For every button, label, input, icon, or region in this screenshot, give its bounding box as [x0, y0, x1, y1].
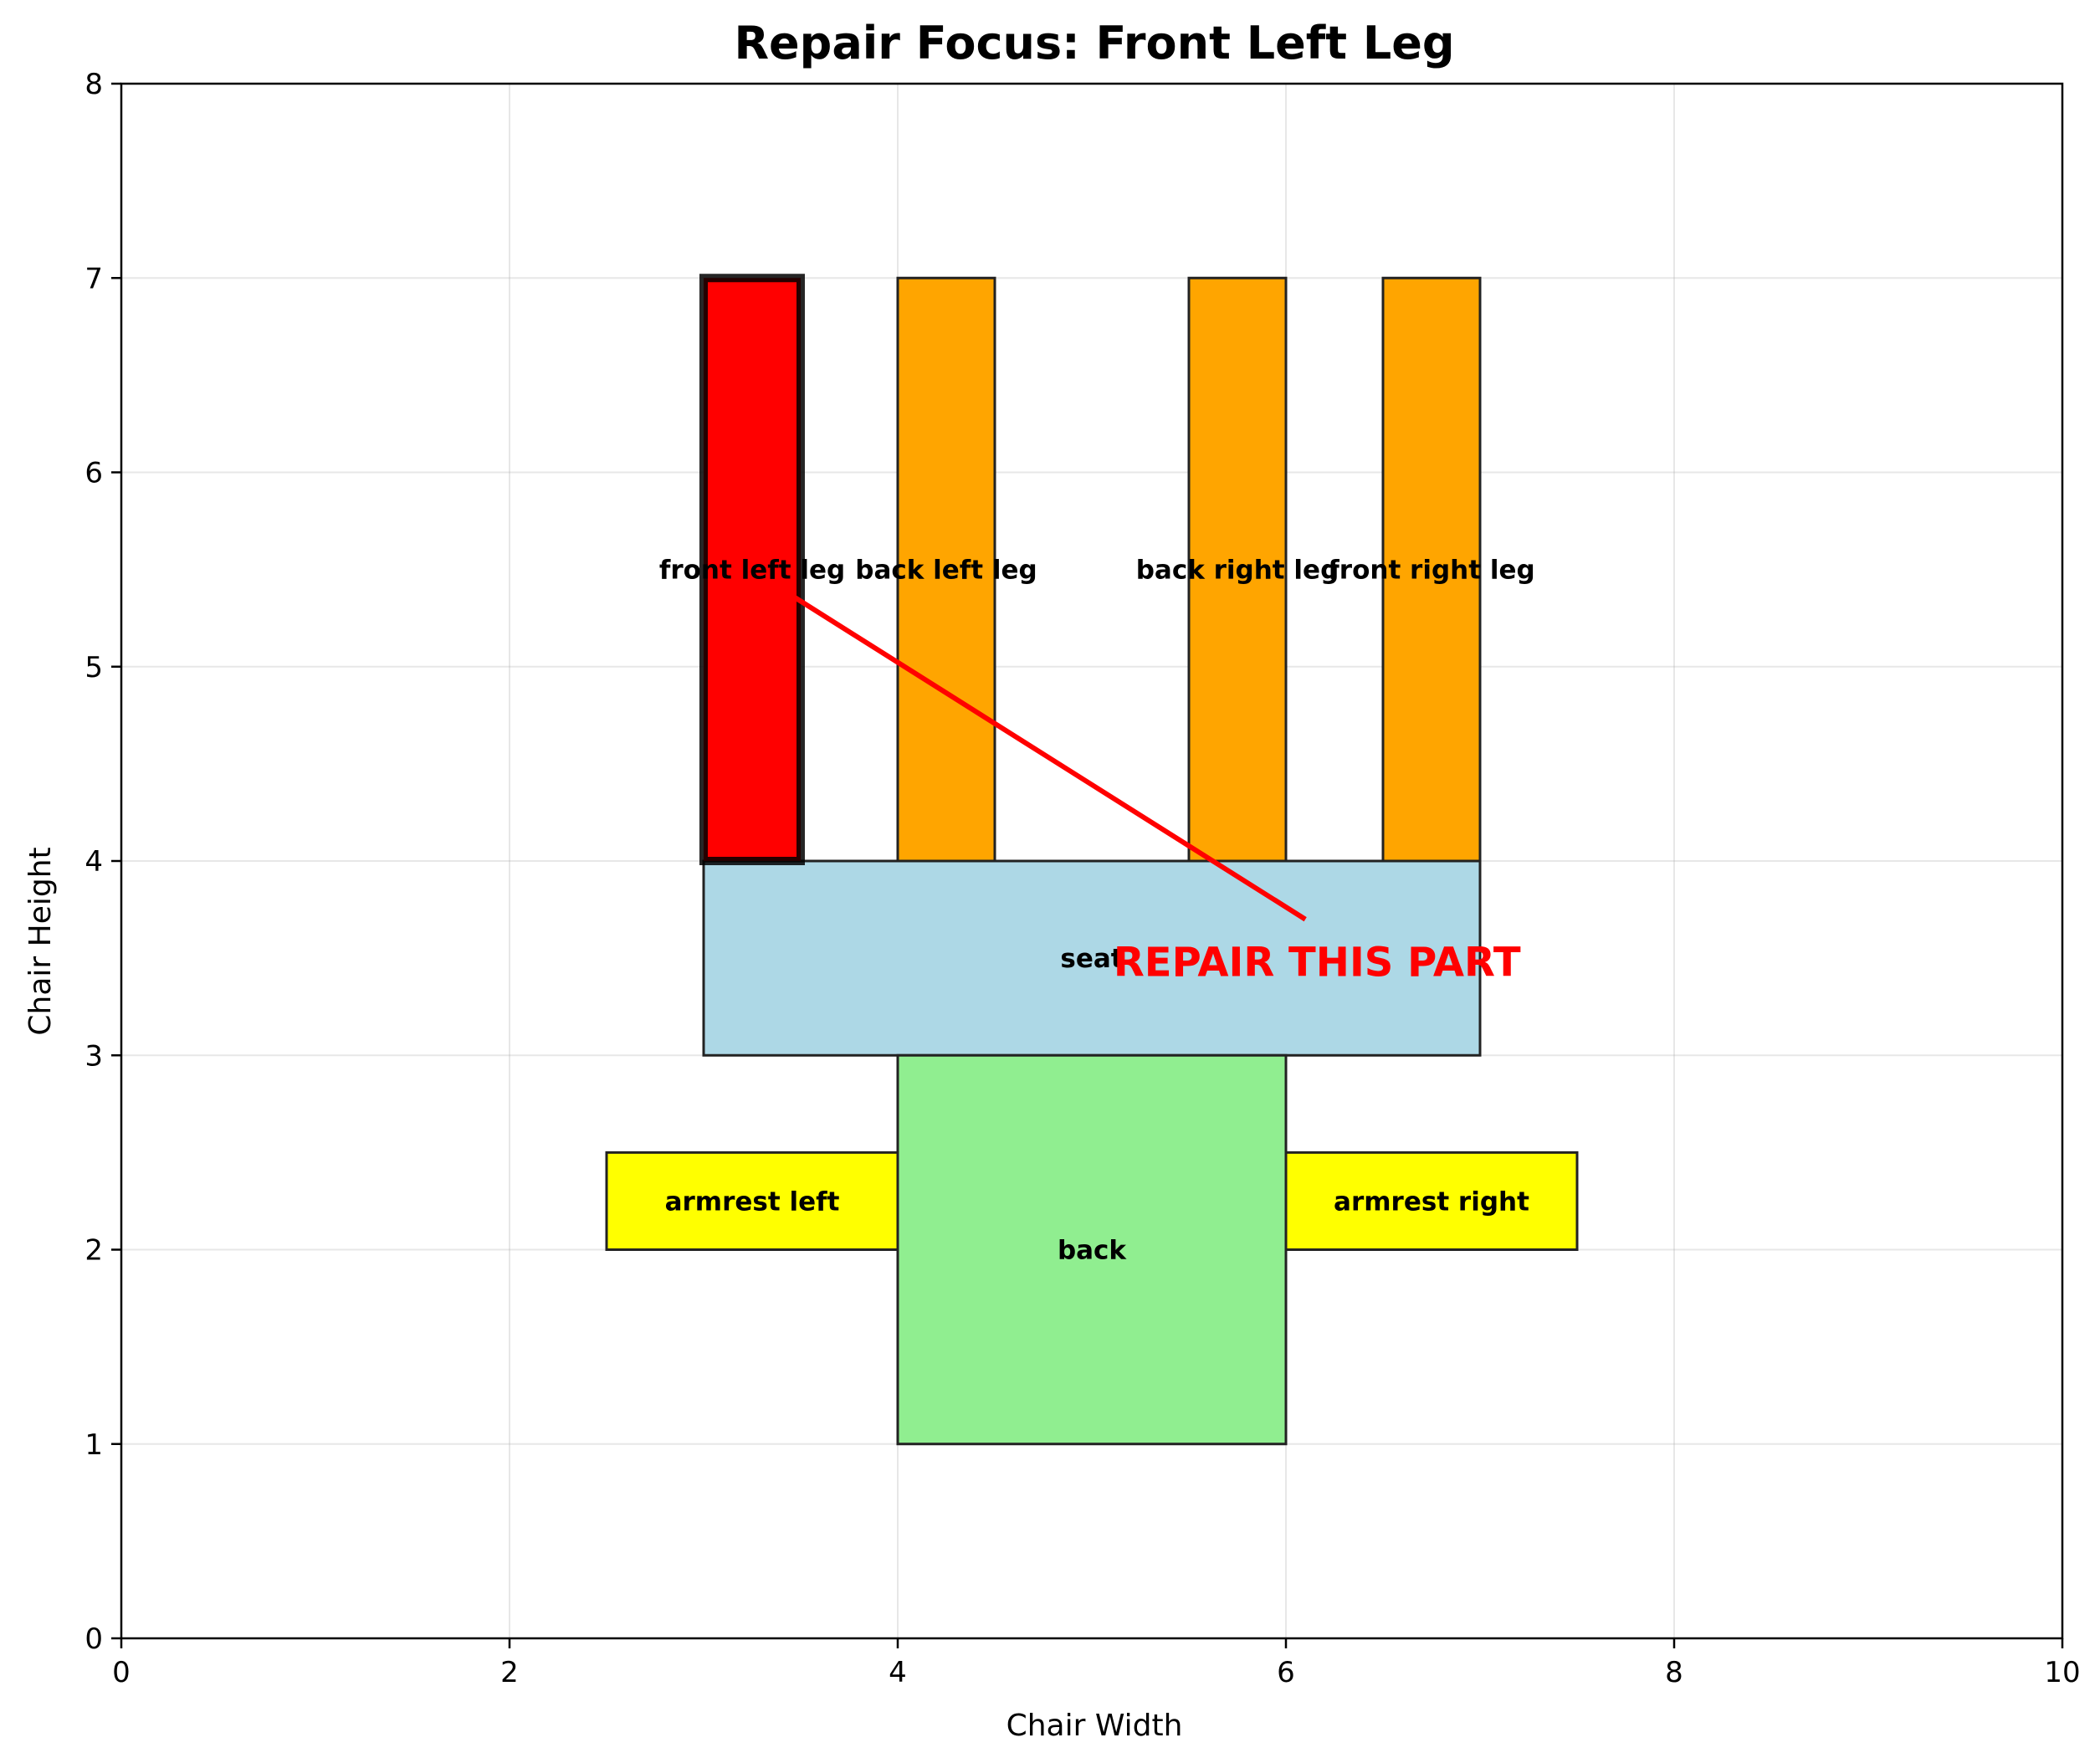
back-label: back — [1058, 1236, 1127, 1266]
annotation-arrow-line — [780, 587, 1307, 922]
x-axis-label: Chair Width — [1006, 1709, 1183, 1743]
back-left-leg-label: back left leg — [855, 556, 1037, 586]
y-tick-label: 5 — [85, 651, 103, 684]
chair-parts — [605, 274, 1579, 1446]
armrest-right-label: armrest right — [1334, 1186, 1529, 1217]
seat-label: seat — [1060, 944, 1123, 974]
front-left-leg-label: front left leg — [659, 556, 845, 586]
repair-annotation: REPAIR THIS PART — [780, 587, 1521, 987]
y-tick-label: 0 — [85, 1622, 103, 1656]
back-left-leg-bar — [896, 276, 996, 863]
chart-title: Repair Focus: Front Left Leg — [734, 17, 1454, 69]
x-tick-label: 4 — [889, 1656, 907, 1689]
annotation-text: REPAIR THIS PART — [1114, 940, 1521, 987]
y-tick-label: 1 — [85, 1428, 103, 1462]
y-tick-label: 7 — [85, 262, 103, 295]
armrest-left-label: armrest left — [665, 1186, 840, 1217]
back-right-leg-label: back right leg — [1136, 556, 1339, 586]
armrest-right-bar — [1284, 1151, 1579, 1251]
back-bar — [896, 1053, 1288, 1446]
seat-bar — [702, 859, 1482, 1057]
front-right-leg-bar — [1381, 276, 1482, 863]
x-tick-label: 10 — [2044, 1656, 2080, 1689]
x-tick-label: 6 — [1277, 1656, 1295, 1689]
part-labels: front left leg back left leg back right le… — [659, 556, 1535, 1266]
x-tick-label: 0 — [112, 1656, 131, 1689]
y-tick-label: 2 — [85, 1234, 103, 1268]
axis-ticks: 0 2 4 6 8 10 0 1 2 3 4 5 6 7 8 — [85, 68, 2080, 1689]
y-tick-label: 4 — [85, 845, 103, 879]
back-right-leg-bar — [1187, 276, 1288, 863]
y-tick-label: 6 — [85, 457, 103, 490]
x-tick-label: 2 — [500, 1656, 519, 1689]
front-left-leg-bar — [699, 274, 805, 865]
y-tick-label: 3 — [85, 1039, 103, 1073]
y-tick-label: 8 — [85, 68, 103, 101]
front-right-leg-label: front right leg — [1328, 556, 1534, 586]
y-axis-label: Chair Height — [23, 847, 58, 1035]
armrest-left-bar — [605, 1151, 899, 1251]
x-tick-label: 8 — [1665, 1656, 1683, 1689]
